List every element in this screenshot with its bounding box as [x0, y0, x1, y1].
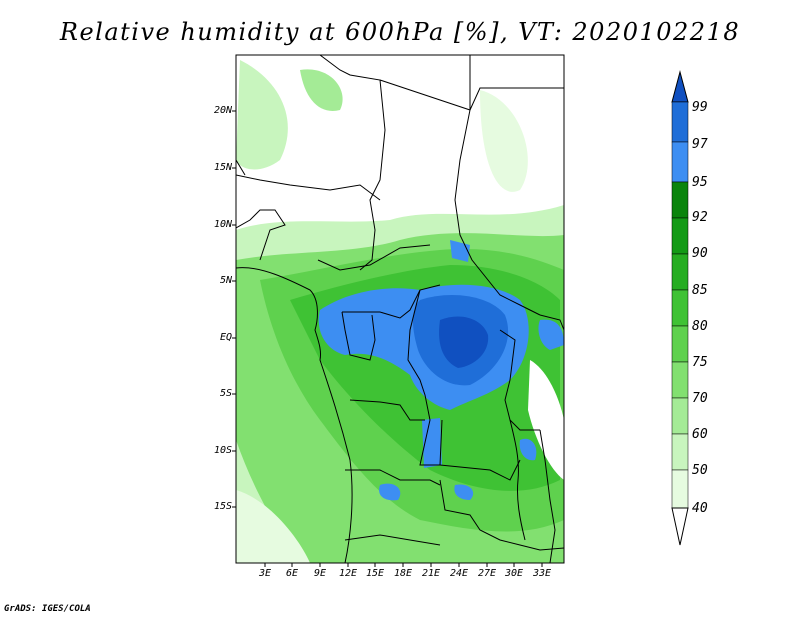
- colorbar-label-99: 99: [692, 100, 708, 115]
- lon-label-9e: 9E: [313, 568, 327, 579]
- colorbar-label-97: 97: [692, 137, 708, 152]
- colorbar-label-90: 90: [692, 246, 708, 261]
- map-frame: [235, 54, 565, 564]
- lon-label-27e: 27E: [477, 568, 497, 579]
- lat-label-10s: 10S: [213, 445, 232, 456]
- colorbar: [671, 70, 689, 546]
- lon-label-15e: 15E: [365, 568, 385, 579]
- lat-label-15n: 15N: [213, 162, 232, 173]
- lat-label-15s: 15S: [213, 501, 232, 512]
- lon-label-33e: 33E: [532, 568, 552, 579]
- lat-label-5n: 5N: [219, 275, 232, 286]
- colorbar-label-70: 70: [692, 391, 708, 406]
- colorbar-label-50: 50: [692, 463, 708, 478]
- humidity-field: [236, 55, 564, 563]
- lon-label-18e: 18E: [393, 568, 413, 579]
- colorbar-label-92: 92: [692, 210, 708, 225]
- lon-label-21e: 21E: [421, 568, 441, 579]
- lat-label-10n: 10N: [213, 219, 232, 230]
- country-borders: [236, 55, 564, 563]
- lon-label-30e: 30E: [504, 568, 524, 579]
- grads-credit: GrADS: IGES/COLA: [4, 604, 91, 614]
- colorbar-top-arrow: [671, 70, 689, 103]
- colorbar-label-75: 75: [692, 355, 708, 370]
- lat-label-5s: 5S: [219, 388, 232, 399]
- axis-ticks: [232, 110, 543, 567]
- lat-label-eq: EQ: [219, 332, 232, 343]
- colorbar-label-60: 60: [692, 427, 708, 442]
- lon-label-24e: 24E: [449, 568, 469, 579]
- colorbar-label-85: 85: [692, 283, 708, 298]
- colorbar-bottom-arrow: [671, 507, 689, 546]
- colorbar-label-95: 95: [692, 175, 708, 190]
- lon-label-6e: 6E: [285, 568, 299, 579]
- colorbar-label-40: 40: [692, 501, 708, 516]
- lat-label-20n: 20N: [213, 105, 232, 116]
- colorbar-label-80: 80: [692, 319, 708, 334]
- map-title: Relative humidity at 600hPa [%], VT: 202…: [59, 18, 741, 46]
- lon-label-12e: 12E: [338, 568, 358, 579]
- lon-label-3e: 3E: [258, 568, 272, 579]
